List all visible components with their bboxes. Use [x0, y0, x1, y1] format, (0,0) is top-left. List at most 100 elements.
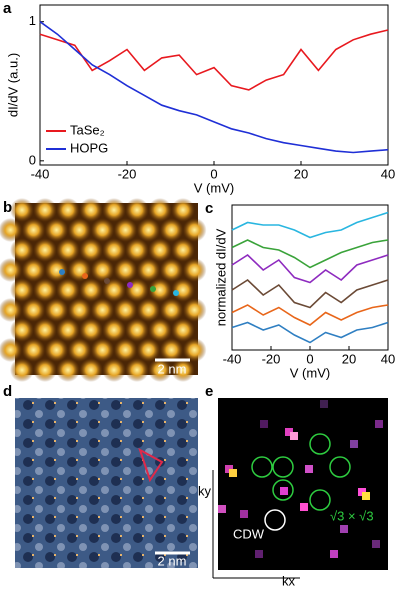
- marker-dot: [127, 282, 133, 288]
- legend-label: TaSe₂: [70, 122, 105, 137]
- lattice-spot: [148, 358, 172, 382]
- x-tick-label: -20: [262, 351, 281, 366]
- lattice-spot: [182, 298, 207, 322]
- lattice-spot: [90, 258, 115, 282]
- lattice-spot: [21, 338, 46, 362]
- lattice-spot: [0, 258, 23, 282]
- peak-circle: [251, 456, 273, 478]
- lattice-spot: [171, 318, 195, 342]
- lattice-spot: [136, 218, 161, 242]
- panel-label: e: [205, 383, 213, 400]
- x-axis-label: V (mV): [194, 180, 234, 195]
- fft-pixel: [300, 503, 308, 511]
- lattice-spot: [90, 218, 115, 242]
- panel-e: e ky kx CDW √3 × √3: [198, 383, 388, 588]
- lattice-spot: [0, 338, 23, 362]
- x-tick-label: 20: [342, 351, 356, 366]
- lattice-spot: [79, 238, 103, 262]
- peak-circle: [309, 489, 331, 511]
- marker-dot: [150, 286, 156, 292]
- series-line: [231, 211, 389, 239]
- x-tick-label: -40: [31, 166, 50, 181]
- series-line: [231, 239, 389, 269]
- fft-pixel: [255, 550, 263, 558]
- lattice-spot: [0, 218, 23, 242]
- lattice-spot: [79, 318, 103, 342]
- stm-image: [15, 398, 198, 568]
- lattice-spot: [171, 238, 195, 262]
- lattice-spot: [90, 298, 115, 322]
- lattice-spot: [33, 238, 57, 262]
- lattice-spot: [182, 218, 207, 242]
- panel-label: d: [3, 383, 12, 400]
- series-line: [231, 278, 389, 309]
- lattice-spot: [33, 318, 57, 342]
- lattice-spot: [125, 238, 149, 262]
- lattice-spot: [67, 338, 92, 362]
- x-tick-label: 0: [210, 166, 217, 181]
- fft-pixel: [350, 440, 358, 448]
- lattice-spot: [102, 238, 126, 262]
- series-line: [39, 29, 389, 91]
- peak-circle: [272, 479, 294, 501]
- fft-pixel: [260, 420, 268, 428]
- series-line: [231, 304, 389, 326]
- lattice-spot: [102, 278, 126, 302]
- fft-pixel: [305, 465, 313, 473]
- series-line: [39, 21, 389, 154]
- lattice-spot: [113, 298, 138, 322]
- lattice-spot: [113, 218, 138, 242]
- fft-pixel: [330, 550, 338, 558]
- x-tick-label: 40: [381, 166, 395, 181]
- lattice-spot: [10, 198, 34, 222]
- peak-circle: [329, 456, 351, 478]
- lattice-spot: [67, 218, 92, 242]
- superlattice-label: √3 × √3: [330, 508, 374, 523]
- x-axis-label: V (mV): [290, 365, 330, 380]
- panel-b: b 2 nm: [0, 198, 207, 382]
- lattice-spot: [90, 338, 115, 362]
- lattice-spot: [159, 218, 184, 242]
- lattice-spot: [148, 198, 172, 222]
- marker-dot: [104, 278, 110, 284]
- lattice-spot: [148, 278, 172, 302]
- lattice-spot: [171, 198, 195, 222]
- lattice-spot: [21, 258, 46, 282]
- fft-image: [218, 398, 388, 570]
- lattice-spot: [113, 338, 138, 362]
- lattice-spot: [33, 278, 57, 302]
- x-tick-label: -40: [223, 351, 242, 366]
- lattice-spot: [79, 198, 103, 222]
- lattice-spot: [136, 338, 161, 362]
- lattice-spot: [79, 278, 103, 302]
- lattice-spot: [125, 318, 149, 342]
- series-line: [231, 321, 389, 344]
- lattice-spot: [56, 318, 80, 342]
- lattice-spot: [67, 258, 92, 282]
- panel-label: c: [205, 200, 213, 217]
- lattice-spot: [0, 298, 23, 322]
- fft-pixel: [218, 505, 226, 513]
- series-line: [231, 253, 389, 284]
- y-tick-label: 0: [29, 152, 36, 167]
- lattice-spot: [21, 298, 46, 322]
- lattice-spot: [125, 278, 149, 302]
- panel-label: a: [3, 0, 12, 17]
- lattice-spot: [21, 218, 46, 242]
- lattice-spot: [159, 298, 184, 322]
- lattice-spot: [159, 338, 184, 362]
- fft-pixel: [285, 428, 293, 436]
- lattice-spot: [56, 198, 80, 222]
- panel-d: d 2 nm: [3, 383, 198, 568]
- fft-pixel: [280, 487, 288, 495]
- y-tick-label: 1: [29, 13, 36, 28]
- x-tick-label: 20: [294, 166, 308, 181]
- cdw-label: CDW: [233, 526, 265, 541]
- lattice-spot: [56, 358, 80, 382]
- lattice-spot: [33, 358, 57, 382]
- scale-bar-label: 2 nm: [158, 553, 187, 568]
- x-tick-label: -20: [118, 166, 137, 181]
- legend-label: HOPG: [70, 140, 108, 155]
- lattice-spot: [136, 258, 161, 282]
